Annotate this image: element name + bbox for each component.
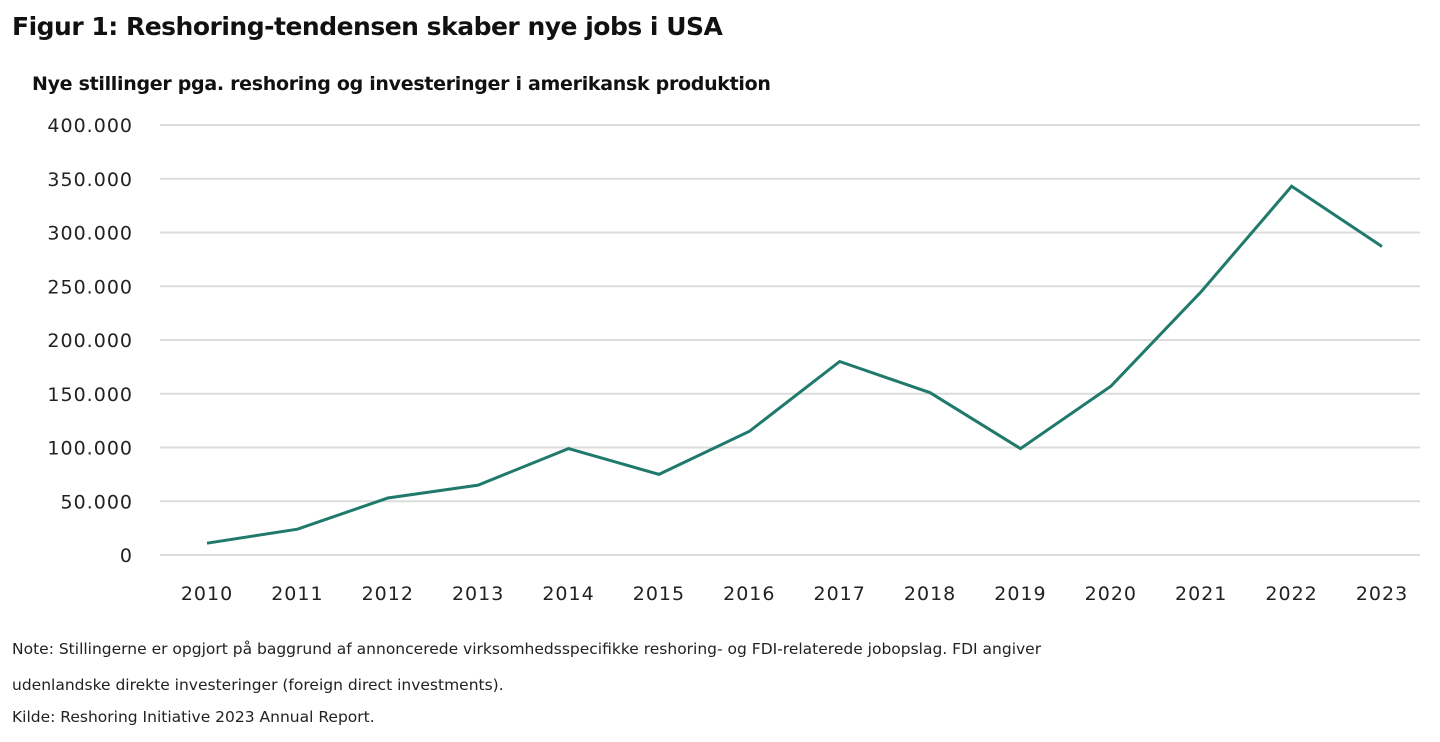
y-tick-label: 150.000 [47, 384, 133, 406]
x-tick-label: 2011 [271, 583, 323, 605]
x-tick-label: 2010 [181, 583, 233, 605]
y-tick-label: 400.000 [47, 115, 133, 137]
source-note: Kilde: Reshoring Initiative 2023 Annual … [12, 708, 375, 726]
x-tick-label: 2017 [814, 583, 866, 605]
x-tick-label: 2016 [723, 583, 775, 605]
x-tick-label: 2020 [1085, 583, 1137, 605]
x-tick-label: 2022 [1265, 583, 1317, 605]
y-tick-label: 100.000 [47, 438, 133, 460]
series-line [206, 184, 1383, 545]
x-tick-label: 2019 [994, 583, 1046, 605]
note-line-1: Note: Stillingerne er opgjort på baggrun… [12, 640, 1042, 658]
x-tick-label: 2018 [904, 583, 956, 605]
y-tick-label: 250.000 [47, 276, 133, 298]
x-tick-label: 2014 [542, 583, 594, 605]
y-tick-label: 350.000 [47, 169, 133, 191]
x-tick-label: 2012 [362, 583, 414, 605]
x-tick-label: 2021 [1175, 583, 1227, 605]
chart-subtitle: Nye stillinger pga. reshoring og investe… [32, 73, 771, 95]
y-tick-label: 200.000 [47, 330, 133, 352]
figure-title: Figur 1: Reshoring-tendensen skaber nye … [12, 12, 723, 41]
x-tick-label: 2013 [452, 583, 504, 605]
y-tick-label: 300.000 [47, 223, 133, 245]
note-line-2: udenlandske direkte investeringer (forei… [12, 676, 504, 694]
line-chart: 0 50.000 100.000 150.000 200.000 250.000 300.0… [47, 115, 1420, 605]
x-tick-label: 2015 [633, 583, 685, 605]
y-tick-label: 0 [120, 545, 133, 567]
y-tick-label: 50.000 [61, 491, 133, 513]
x-tick-label: 2023 [1356, 583, 1408, 605]
